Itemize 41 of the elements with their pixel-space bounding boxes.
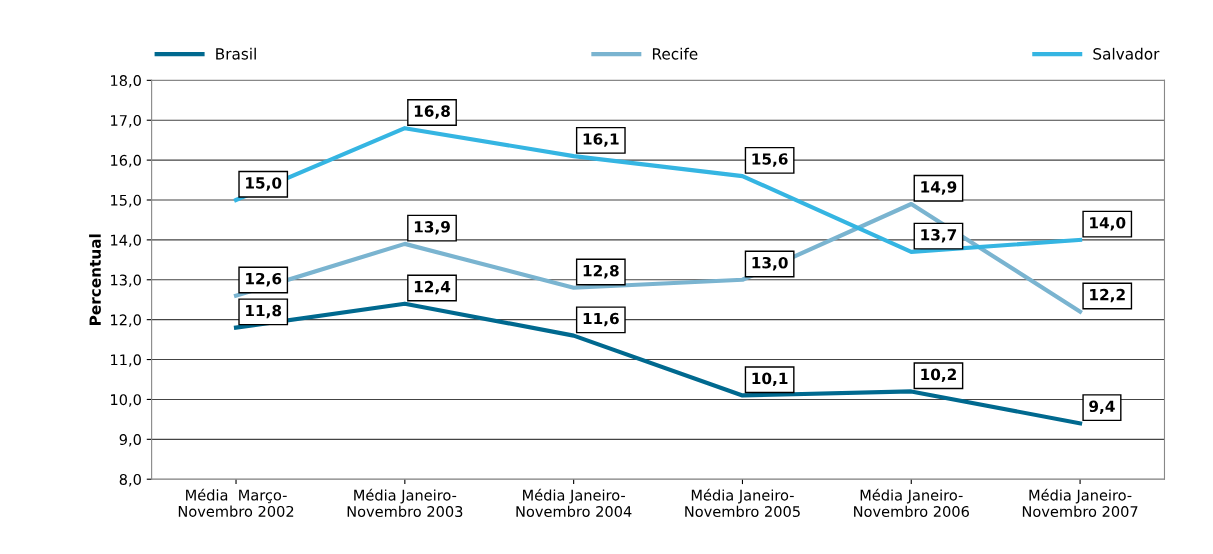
y-tick-label: 17,0 <box>111 114 141 128</box>
data-label: 12,6 <box>246 272 282 287</box>
data-label: 9,4 <box>1089 400 1115 415</box>
y-tick-label: 18,0 <box>111 75 141 88</box>
legend-label: Brasil <box>216 47 256 60</box>
line-series <box>233 301 1083 426</box>
data-label: 12,2 <box>1090 288 1125 303</box>
y-tick-label: 11,0 <box>111 354 141 367</box>
legend-label: Salvador <box>1093 47 1160 60</box>
data-label: 14,0 <box>1090 217 1126 231</box>
x-tick-label: Média Janeiro- Novembro 2004 <box>516 488 632 518</box>
legend-label: Recife <box>652 47 698 60</box>
x-tick-label: Média Janeiro- Novembro 2003 <box>347 488 463 518</box>
data-label: 13,7 <box>921 229 957 243</box>
y-tick-label: 15,0 <box>111 194 141 208</box>
data-label: 16,1 <box>583 133 619 147</box>
data-label: 14,9 <box>921 181 957 195</box>
data-label: 10,2 <box>921 368 956 383</box>
y-tick-label: 13,0 <box>111 274 141 288</box>
x-tick-label: Média Janeiro- Novembro 2007 <box>1022 488 1138 518</box>
data-label: 10,1 <box>752 372 788 387</box>
y-tick-label: 12,0 <box>111 314 141 327</box>
data-label: 15,0 <box>246 177 282 191</box>
y-tick-label: 16,0 <box>111 154 141 168</box>
data-label: 11,6 <box>583 312 619 327</box>
data-label: 13,0 <box>752 256 788 271</box>
x-tick-label: Média Janeiro- Novembro 2005 <box>685 488 800 518</box>
y-tick-label: 8,0 <box>119 473 141 487</box>
y-axis-title: Percentual <box>89 234 101 325</box>
data-label: 12,8 <box>583 264 619 279</box>
data-label: 11,8 <box>246 304 282 319</box>
y-tick-label: 14,0 <box>111 234 141 248</box>
line-series <box>233 126 1083 254</box>
data-label: 16,8 <box>414 105 450 119</box>
x-tick-label: Média Março- Novembro 2002 <box>178 488 294 517</box>
data-label: 12,4 <box>414 280 451 295</box>
data-label: 15,6 <box>752 153 788 167</box>
x-tick-label: Média Janeiro- Novembro 2006 <box>854 488 969 518</box>
data-label: 13,9 <box>414 221 450 235</box>
y-tick-label: 10,0 <box>111 394 141 407</box>
y-tick-label: 9,0 <box>119 434 141 447</box>
